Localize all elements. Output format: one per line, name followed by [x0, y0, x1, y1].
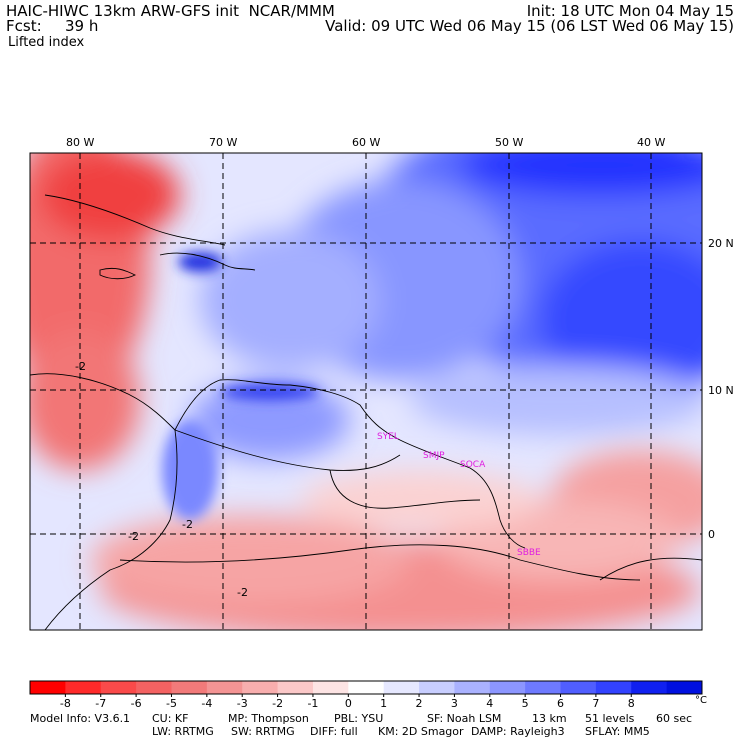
colorbar-swatch — [595, 681, 632, 694]
fcst-label: Fcst: — [6, 17, 42, 35]
field-name: Lifted index — [8, 35, 85, 50]
footer-item: SF: Noah LSM — [427, 712, 502, 725]
graticule — [30, 153, 702, 630]
colorbar-tick-label: 6 — [557, 697, 565, 710]
colorbar-tick-label: 5 — [521, 697, 529, 710]
colorbar-frame — [29, 680, 703, 695]
colorbar-tick-label: 2 — [415, 697, 423, 710]
colorbar-swatch — [348, 681, 385, 694]
colorbar-tick-label: 3 — [450, 697, 458, 710]
model-title: HAIC-HIWC 13km ARW-GFS init NCAR/MMM — [6, 2, 335, 20]
station-label-syel: SYEL — [377, 432, 399, 442]
colorbar-tick-label: -6 — [130, 697, 142, 710]
footer-item: Model Info: V3.6.1 — [30, 712, 131, 725]
lat-label-0: 0 — [708, 528, 715, 541]
colorbar-tick-label: -1 — [307, 697, 319, 710]
map-field — [30, 153, 702, 630]
colorbar-swatch — [242, 681, 279, 694]
colorbar-swatch — [171, 681, 208, 694]
colorbar-swatch — [489, 681, 526, 694]
footer-item: DAMP: Rayleigh3 — [471, 725, 565, 738]
footer-item: KM: 2D Smagor — [378, 725, 464, 738]
init-time: Init: 18 UTC Mon 04 May 15 — [526, 2, 734, 20]
colorbar-swatch — [65, 681, 102, 694]
station-label-soca: SOCA — [460, 460, 486, 470]
colorbar-tick-label: 8 — [627, 697, 635, 710]
station-label-sbbe: SBBE — [517, 548, 541, 558]
colorbar-tick-label: 4 — [486, 697, 494, 710]
contour-label: -2 — [237, 586, 248, 599]
colorbar-swatch — [136, 681, 172, 694]
footer-item: SW: RRTMG — [231, 725, 295, 738]
footer-item: PBL: YSU — [334, 712, 384, 725]
colorbar-swatch — [525, 681, 562, 694]
footer-item: SFLAY: MM5 — [585, 725, 650, 738]
colorbar-swatch — [206, 681, 243, 694]
lon-label-80w: 80 W — [66, 136, 95, 149]
colorbar-tick-label: -5 — [165, 697, 177, 710]
colorbar-tick-label: -2 — [272, 697, 284, 710]
colorbar-tick-label: -3 — [236, 697, 248, 710]
colorbar-swatch — [631, 681, 668, 694]
colorbar-swatch — [277, 681, 314, 694]
footer-item: CU: KF — [152, 712, 189, 725]
lon-label-70w: 70 W — [209, 136, 238, 149]
fcst-value: 39 h — [65, 17, 99, 35]
coastlines — [30, 194, 702, 630]
contour-label: -2 — [128, 530, 139, 543]
colorbar-tick-label: 0 — [344, 697, 352, 710]
lat-label-20n: 20 N — [708, 237, 734, 250]
colorbar-swatch — [666, 681, 703, 694]
footer-item: 51 levels — [585, 712, 635, 725]
station-label-smjp: SMJP — [423, 451, 445, 461]
footer-item: MP: Thompson — [228, 712, 309, 725]
lat-label-10n: 10 N — [708, 384, 734, 397]
colorbar-swatch — [312, 681, 349, 694]
colorbar — [29, 680, 703, 697]
colorbar-tick-label: -8 — [59, 697, 71, 710]
colorbar-swatch — [30, 681, 66, 694]
lon-label-50w: 50 W — [495, 136, 524, 149]
contour-label: -2 — [75, 360, 86, 373]
colorbar-swatch — [383, 681, 420, 694]
lon-label-60w: 60 W — [352, 136, 381, 149]
colorbar-swatch — [454, 681, 491, 694]
footer-item: 60 sec — [656, 712, 693, 725]
lon-label-40w: 40 W — [637, 136, 666, 149]
colorbar-swatch — [560, 681, 597, 694]
colorbar-swatch — [419, 681, 455, 694]
footer-item: 13 km — [532, 712, 567, 725]
colorbar-tick-label: 7 — [592, 697, 600, 710]
footer-item: DIFF: full — [310, 725, 358, 738]
contour-label: -2 — [182, 518, 193, 531]
colorbar-tick-label: -7 — [95, 697, 107, 710]
colorbar-tick-label: 1 — [380, 697, 388, 710]
colorbar-tick-label: -4 — [201, 697, 213, 710]
footer-item: LW: RRTMG — [152, 725, 214, 738]
valid-time: Valid: 09 UTC Wed 06 May 15 (06 LST Wed … — [325, 17, 734, 35]
colorbar-swatch — [100, 681, 137, 694]
colorbar-unit: °C — [695, 695, 707, 706]
